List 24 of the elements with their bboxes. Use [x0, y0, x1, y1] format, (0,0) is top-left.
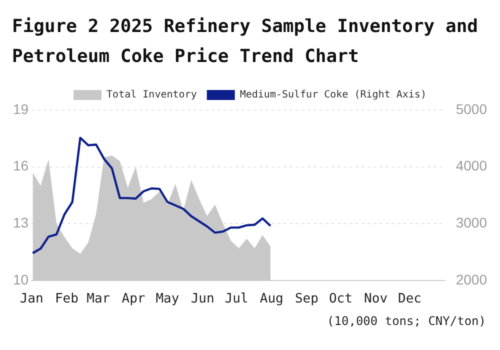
x-tick-label: Jul	[224, 292, 248, 307]
x-tick-label: Jun	[190, 292, 214, 307]
y2-tick-label: 4000	[456, 158, 488, 174]
y-tick-label: 16	[12, 158, 29, 174]
x-tick-label: Feb	[54, 292, 79, 307]
y-tick-label: 19	[12, 100, 29, 117]
y2-tick-label: 5000	[456, 100, 488, 117]
y2-tick-label: 3000	[456, 214, 488, 230]
x-tick-label: May	[156, 292, 180, 307]
x-tick-label: Aug	[260, 292, 284, 307]
y-tick-label: 13	[12, 214, 29, 230]
text: (10,000 tons; CNY/ton)	[327, 314, 486, 328]
x-tick-label: Dec	[398, 292, 422, 307]
legend-label: Total Inventory	[106, 90, 197, 101]
x-tick-label: Sep	[294, 292, 319, 307]
y-tick-label: 10	[12, 271, 29, 288]
x-tick-label: Jan	[20, 292, 44, 307]
x-tick-label: Mar	[86, 292, 110, 307]
legend-label: Medium-Sulfur Coke (Right Axis)	[240, 90, 426, 101]
y2-tick-label: 2000	[456, 271, 488, 288]
x-tick-label: Apr	[122, 292, 146, 307]
chart-title: Figure 2 2025 Refinery Sample Inventory and Petroleum Coke Price Trend Chart	[12, 15, 479, 69]
x-tick-label: Nov	[364, 292, 388, 307]
x-tick-label: Oct	[328, 292, 352, 307]
